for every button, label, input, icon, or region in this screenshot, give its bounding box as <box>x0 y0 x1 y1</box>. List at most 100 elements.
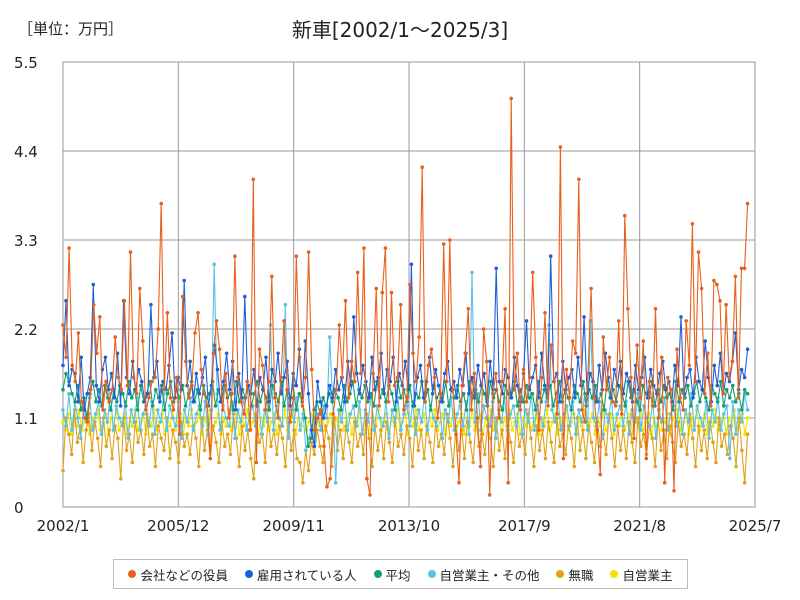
data-point <box>480 432 484 437</box>
data-point <box>297 355 302 360</box>
data-point <box>191 400 196 404</box>
data-point <box>119 476 123 481</box>
data-point <box>698 416 702 420</box>
data-point <box>135 408 140 412</box>
data-point <box>463 351 468 356</box>
data-point <box>428 408 433 412</box>
data-point <box>245 428 249 432</box>
data-point <box>727 375 731 380</box>
data-point <box>736 396 741 400</box>
data-point <box>659 355 664 360</box>
data-point <box>517 444 522 449</box>
data-point <box>702 391 707 396</box>
data-point <box>527 396 532 400</box>
data-point <box>141 339 145 343</box>
data-point <box>393 420 397 424</box>
data-point <box>620 412 624 416</box>
data-point <box>316 416 320 420</box>
data-point <box>330 400 334 404</box>
data-point <box>374 286 379 291</box>
data-point <box>698 400 702 404</box>
data-point <box>435 416 440 420</box>
series-line <box>62 409 749 484</box>
data-point <box>565 404 569 408</box>
data-point <box>481 327 486 331</box>
data-point <box>429 347 434 352</box>
data-point <box>691 396 695 400</box>
data-point <box>183 404 188 408</box>
data-point <box>457 480 461 485</box>
data-point <box>350 432 354 437</box>
data-point <box>478 464 483 469</box>
data-point <box>138 286 142 291</box>
data-point <box>449 424 453 428</box>
data-point <box>455 412 460 416</box>
data-point <box>81 460 85 465</box>
data-point <box>405 404 409 408</box>
data-point <box>64 424 68 428</box>
data-point <box>442 371 447 376</box>
data-point <box>257 440 262 445</box>
data-point <box>443 408 448 412</box>
data-point <box>140 379 144 384</box>
data-point <box>399 396 403 400</box>
legend-item: 自営業主・その他 <box>427 565 540 584</box>
data-point <box>288 404 293 408</box>
data-point <box>604 452 608 457</box>
data-point <box>342 400 347 404</box>
data-point <box>692 428 697 432</box>
data-point <box>130 396 134 400</box>
data-point <box>354 424 359 428</box>
data-point <box>361 363 365 368</box>
data-point <box>416 428 421 432</box>
data-point <box>529 436 533 441</box>
data-point <box>731 400 735 404</box>
data-point <box>422 412 426 416</box>
data-point <box>572 464 577 469</box>
data-point <box>430 391 435 396</box>
data-point <box>233 408 238 412</box>
data-point <box>237 464 241 469</box>
data-point <box>282 319 286 323</box>
data-point <box>309 428 314 432</box>
data-point <box>633 460 637 465</box>
data-point <box>286 436 291 441</box>
data-point <box>530 270 535 275</box>
data-point <box>147 444 152 449</box>
data-point <box>725 452 730 457</box>
data-point <box>349 359 354 364</box>
data-point <box>688 367 692 372</box>
data-point <box>376 448 380 453</box>
legend-swatch <box>128 570 137 578</box>
data-point <box>705 456 709 461</box>
data-point <box>79 355 83 360</box>
data-point <box>182 444 187 449</box>
data-point <box>282 404 287 408</box>
data-point <box>636 416 640 420</box>
data-point <box>446 404 451 408</box>
data-point <box>551 404 556 408</box>
data-point <box>173 428 178 432</box>
data-point <box>417 396 421 400</box>
data-point <box>431 460 435 465</box>
data-point <box>217 460 221 465</box>
data-point <box>524 400 529 404</box>
data-point <box>346 396 351 400</box>
data-point <box>182 408 187 412</box>
data-point <box>745 347 750 352</box>
data-point <box>381 424 385 428</box>
data-point <box>585 428 590 432</box>
data-point <box>499 420 504 424</box>
data-point <box>420 165 425 169</box>
data-point <box>88 387 93 392</box>
data-point <box>307 420 311 424</box>
data-point <box>170 416 175 420</box>
data-point <box>76 331 81 335</box>
data-point <box>613 404 618 408</box>
data-point <box>79 436 83 441</box>
data-point <box>518 408 523 412</box>
data-point <box>442 452 447 457</box>
data-point <box>612 432 616 437</box>
data-point <box>164 428 169 432</box>
data-point <box>546 420 551 424</box>
